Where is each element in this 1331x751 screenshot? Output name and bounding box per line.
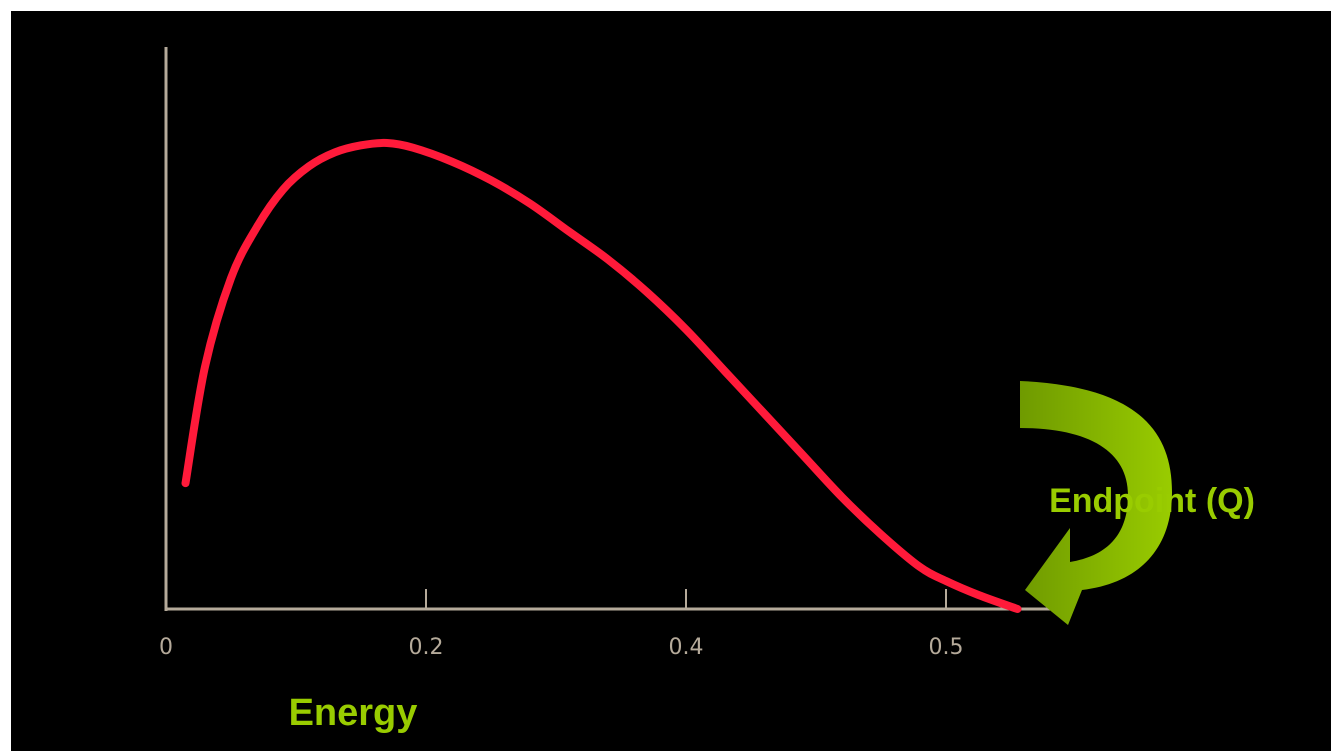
x-ticks: 0 0.2 0.4 0.5 [159,589,964,660]
chart-background [11,11,1331,751]
spectrum-curve [181,138,1022,613]
x-axis-label: Energy [289,692,418,734]
endpoint-annotation: Endpoint (Q) [1049,482,1255,520]
axes [164,47,1063,611]
series [181,138,1022,613]
x-tick-label: 0 [159,635,173,660]
endpoint-arrow [1020,381,1172,625]
x-tick-label: 0.5 [929,635,964,660]
x-tick-label: 0.2 [409,635,444,660]
endpoint-arrow-shape [1020,381,1172,625]
x-tick-label: 0.4 [669,635,704,660]
